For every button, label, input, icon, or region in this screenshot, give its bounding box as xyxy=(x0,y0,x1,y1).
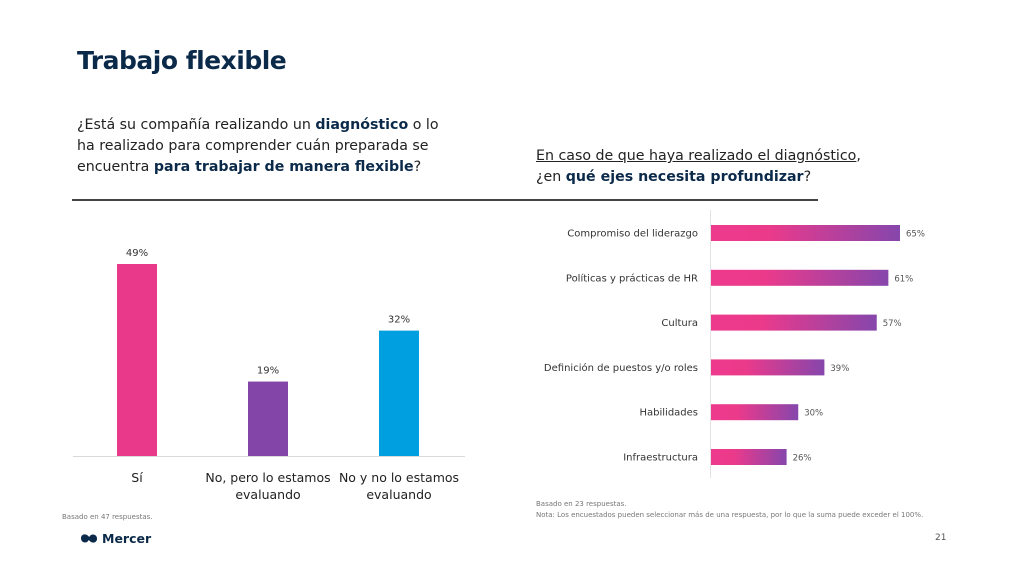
page-title: Trabajo flexible xyxy=(77,46,287,75)
right-chart-data-label: 61% xyxy=(894,274,913,284)
left-question: ¿Está su compañía realizando un diagnóst… xyxy=(77,115,457,178)
right-chart-data-label: 65% xyxy=(906,230,925,240)
right-chart-data-label: 39% xyxy=(830,364,849,374)
right-footnote: Basado en 23 respuestas. Nota: Los encue… xyxy=(536,499,923,521)
right-chart-category-label: Definición de puestos y/o roles xyxy=(544,362,698,374)
right-question-bold: qué ejes necesita profundizar xyxy=(565,169,804,185)
section-divider xyxy=(72,199,818,201)
right-question: En caso de que haya realizado el diagnós… xyxy=(536,146,866,188)
left-chart-category-label: evaluando xyxy=(366,487,431,502)
left-chart-bar xyxy=(248,381,288,456)
left-chart-category-label: No, pero lo estamos xyxy=(205,470,330,485)
right-chart-bar xyxy=(711,449,787,465)
right-chart-bar xyxy=(711,359,825,376)
mercer-logo-icon xyxy=(81,534,97,543)
right-chart-data-label: 30% xyxy=(804,409,823,419)
mercer-logo-text: Mercer xyxy=(102,531,152,546)
right-chart-bar xyxy=(711,225,900,241)
right-question-prefix: ¿en xyxy=(536,169,566,185)
right-chart-bar xyxy=(711,404,799,421)
right-chart-category-label: Políticas y prácticas de HR xyxy=(566,272,698,284)
right-chart-category-label: Compromiso del liderazgo xyxy=(567,229,698,240)
right-footnote-line2: Nota: Los encuestados pueden seleccionar… xyxy=(536,511,924,519)
right-chart-bar xyxy=(711,269,889,286)
left-chart-bar xyxy=(379,330,419,456)
right-chart-bar xyxy=(711,314,877,331)
right-chart-category-label: Habilidades xyxy=(639,408,698,419)
left-chart-data-label: 49% xyxy=(126,248,148,259)
left-chart-category-label: Sí xyxy=(131,470,143,485)
right-chart-data-label: 26% xyxy=(793,454,812,464)
left-chart-category-label: No y no lo estamos xyxy=(339,470,459,485)
mercer-logo: Mercer xyxy=(80,531,151,546)
left-question-text: ? xyxy=(413,159,422,175)
left-question-text: o lo ha realizado para comprender cuán p… xyxy=(77,117,439,175)
right-chart-data-label: 57% xyxy=(883,319,902,329)
right-footnote-line1: Basado en 23 respuestas. xyxy=(536,500,627,508)
left-footnote: Basado en 47 respuestas. xyxy=(62,513,153,521)
right-chart-category-label: Cultura xyxy=(661,318,698,329)
right-question-suffix: ? xyxy=(803,169,812,185)
left-question-text: ¿Está su compañía realizando un xyxy=(77,117,316,133)
left-chart-data-label: 19% xyxy=(257,366,279,377)
right-question-line1: En caso de que haya realizado el diagnós… xyxy=(536,148,857,164)
page-number: 21 xyxy=(935,533,947,543)
right-question-comma: , xyxy=(856,148,861,164)
left-question-emphasis: diagnóstico xyxy=(315,117,409,133)
left-question-emphasis: para trabajar de manera flexible xyxy=(153,159,414,175)
left-chart-data-label: 32% xyxy=(388,315,410,326)
left-chart-category-label: evaluando xyxy=(235,487,300,502)
left-chart-bar xyxy=(117,264,157,456)
right-chart-category-label: Infraestructura xyxy=(623,453,698,464)
